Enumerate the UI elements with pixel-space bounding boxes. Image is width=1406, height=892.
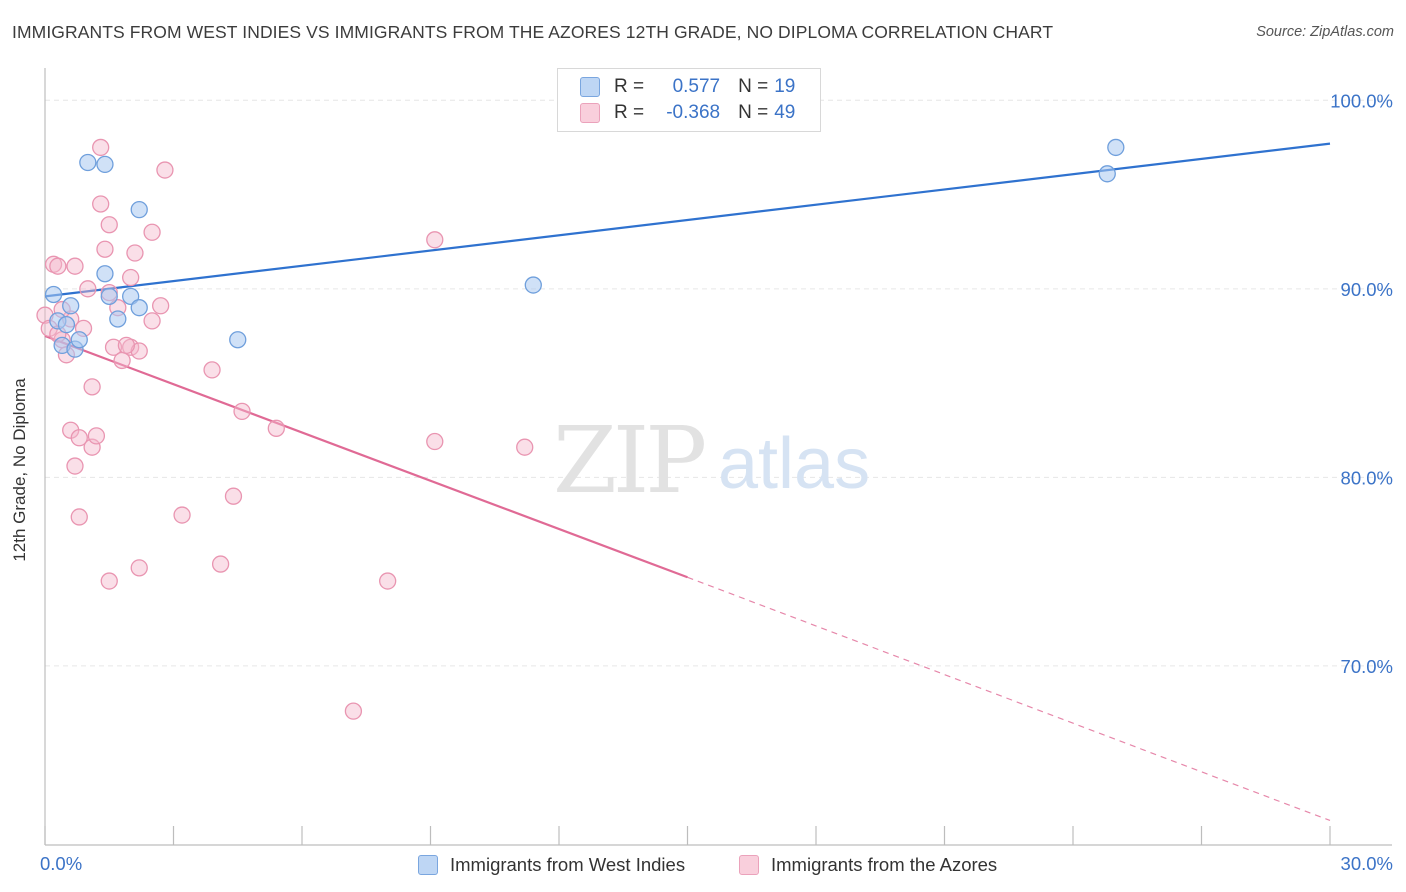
point-west-indies bbox=[130, 200, 148, 219]
chart-title: IMMIGRANTS FROM WEST INDIES VS IMMIGRANT… bbox=[12, 22, 1054, 42]
legend-swatch-blue bbox=[418, 855, 438, 875]
legend-label-west-indies: Immigrants from West Indies bbox=[450, 854, 686, 875]
watermark: ZIP atlas bbox=[553, 407, 870, 514]
legend-item-azores[interactable]: Immigrants from the Azores bbox=[739, 852, 997, 878]
point-azores bbox=[96, 240, 114, 258]
axis-layer bbox=[44, 68, 1392, 846]
correlation-legend: R = 0.577 N = 19 R = -0.368 N = 49 bbox=[557, 68, 821, 132]
point-azores bbox=[151, 297, 170, 315]
point-azores bbox=[100, 216, 118, 234]
legend-n-value: 19 bbox=[774, 76, 796, 97]
point-west-indies bbox=[130, 299, 148, 317]
legend-n-value: 49 bbox=[774, 102, 796, 123]
source-label: Source: ZipAtlas.com bbox=[1256, 24, 1394, 40]
legend-row-west-indies: R = 0.577 N = 19 bbox=[580, 75, 795, 99]
legend-n-label: N = bbox=[738, 102, 769, 123]
point-azores bbox=[70, 429, 88, 447]
point-azores bbox=[516, 438, 534, 456]
point-azores bbox=[344, 702, 363, 720]
point-azores bbox=[130, 559, 148, 577]
y-axis-label: 12th Grade, No Diploma bbox=[10, 378, 29, 562]
legend-r-label: R = bbox=[614, 102, 645, 123]
point-azores bbox=[104, 338, 123, 356]
legend-swatch-blue bbox=[580, 77, 600, 97]
x-tick-label: 0.0% bbox=[40, 853, 82, 874]
point-azores bbox=[224, 487, 243, 505]
point-west-indies bbox=[62, 297, 80, 315]
point-azores bbox=[66, 457, 84, 475]
point-west-indies bbox=[524, 276, 542, 294]
y-tick-label: 100.0% bbox=[1330, 90, 1393, 111]
point-azores bbox=[83, 378, 101, 396]
legend-item-west-indies[interactable]: Immigrants from West Indies bbox=[418, 852, 685, 878]
point-azores bbox=[83, 438, 101, 456]
point-azores bbox=[143, 223, 161, 241]
point-azores bbox=[87, 427, 106, 445]
point-azores bbox=[100, 572, 118, 590]
point-azores bbox=[211, 555, 230, 573]
legend-r-label: R = bbox=[614, 76, 645, 97]
trend-line-west-indies bbox=[44, 142, 1331, 298]
point-azores bbox=[203, 361, 221, 379]
point-azores bbox=[66, 257, 84, 275]
point-west-indies bbox=[96, 265, 114, 283]
point-west-indies bbox=[96, 155, 114, 174]
point-west-indies bbox=[109, 310, 127, 328]
label-layer: 100.0% 90.0% 80.0% 70.0% 0.0% 30.0% bbox=[40, 90, 1393, 874]
point-azores bbox=[92, 138, 110, 157]
legend-swatch-pink bbox=[580, 103, 600, 123]
y-tick-label: 90.0% bbox=[1341, 279, 1393, 300]
point-west-indies bbox=[57, 315, 76, 334]
trend-line-azores bbox=[44, 334, 688, 579]
point-azores bbox=[126, 244, 144, 262]
point-azores bbox=[122, 268, 140, 287]
watermark-atlas: atlas bbox=[718, 424, 870, 504]
y-tick-label: 80.0% bbox=[1341, 467, 1393, 488]
point-azores bbox=[70, 508, 88, 526]
trend-line-azores-extension bbox=[687, 576, 1331, 822]
point-west-indies bbox=[229, 331, 247, 349]
point-west-indies bbox=[1098, 165, 1116, 183]
legend-swatch-pink bbox=[739, 855, 759, 875]
watermark-zip: ZIP bbox=[553, 407, 704, 514]
legend-row-azores: R = -0.368 N = 49 bbox=[580, 101, 795, 125]
point-azores bbox=[156, 161, 174, 179]
legend-r-value: -0.368 bbox=[666, 102, 721, 123]
point-west-indies bbox=[1107, 138, 1125, 157]
point-west-indies bbox=[100, 287, 118, 306]
point-azores bbox=[267, 419, 285, 437]
legend-label-azores: Immigrants from the Azores bbox=[771, 854, 998, 875]
point-azores bbox=[79, 280, 97, 298]
point-west-indies bbox=[70, 331, 88, 349]
points-layer bbox=[36, 138, 1125, 720]
legend-n-label: N = bbox=[738, 76, 769, 97]
grid-layer bbox=[45, 99, 1392, 667]
point-west-indies bbox=[79, 153, 97, 172]
point-azores bbox=[233, 402, 251, 421]
point-azores bbox=[426, 231, 444, 249]
legend-r-value: 0.577 bbox=[672, 76, 721, 97]
point-azores bbox=[173, 506, 191, 524]
point-azores bbox=[92, 195, 110, 213]
point-azores bbox=[143, 312, 161, 330]
x-tick-label: 30.0% bbox=[1341, 853, 1393, 874]
point-azores bbox=[117, 336, 136, 355]
point-azores bbox=[49, 257, 67, 275]
point-azores bbox=[379, 572, 397, 590]
trend-layer bbox=[44, 142, 1331, 822]
y-tick-label: 70.0% bbox=[1341, 656, 1393, 677]
point-west-indies bbox=[44, 285, 63, 304]
point-azores bbox=[426, 432, 444, 451]
